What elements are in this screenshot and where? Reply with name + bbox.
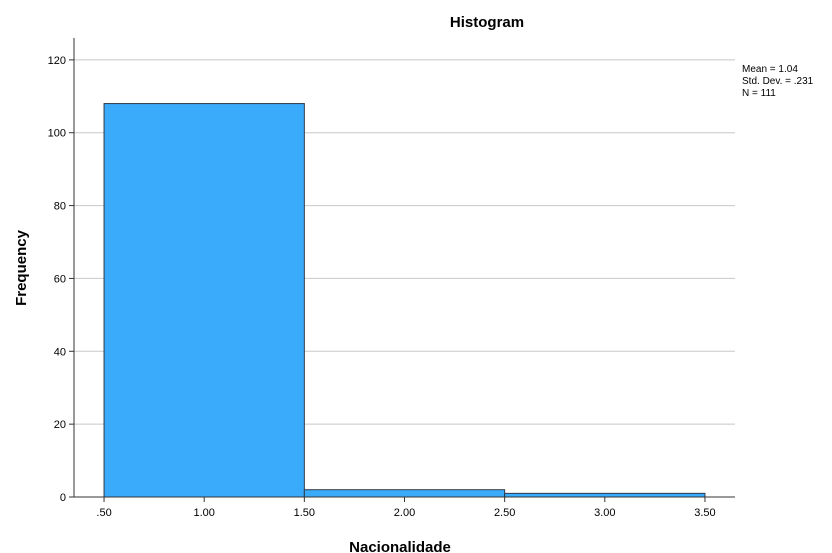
x-tick-label: 3.00	[594, 507, 615, 519]
y-tick-label: 100	[48, 128, 66, 140]
x-tick-label: 1.00	[193, 507, 214, 519]
histogram-bar	[504, 492, 706, 498]
y-tick-label: 80	[54, 201, 66, 213]
x-tick-label: 2.00	[394, 507, 415, 519]
stats-n: N = 111	[742, 88, 776, 99]
y-tick-label: 0	[60, 492, 66, 504]
x-tick-label: 1.50	[294, 507, 315, 519]
stats-std-dev: Std. Dev. = .231	[742, 76, 814, 87]
y-tick-label: 60	[54, 273, 66, 285]
tick-labels: 0 20 40 60 80 100 120 .50 1.00 1.50 2.00 2.50 3.00 3.…	[48, 55, 716, 519]
x-axis-title: Nacionalidade	[349, 539, 451, 553]
axes	[69, 38, 735, 502]
x-tick-label: 2.50	[494, 507, 515, 519]
chart-title: Histogram	[450, 14, 524, 31]
y-tick-label: 40	[54, 346, 66, 358]
histogram-bar	[103, 103, 305, 498]
y-axis-title: Frequency	[13, 229, 30, 306]
summary-stats: Mean = 1.04 Std. Dev. = .231 N = 111	[742, 64, 814, 99]
x-tick-label: 3.50	[694, 507, 715, 519]
y-tick-label: 120	[48, 55, 66, 67]
bars	[103, 103, 706, 498]
stats-mean: Mean = 1.04	[742, 64, 798, 75]
x-tick-label: .50	[96, 507, 111, 519]
histogram-bar	[303, 489, 506, 498]
y-tick-label: 20	[54, 419, 66, 431]
